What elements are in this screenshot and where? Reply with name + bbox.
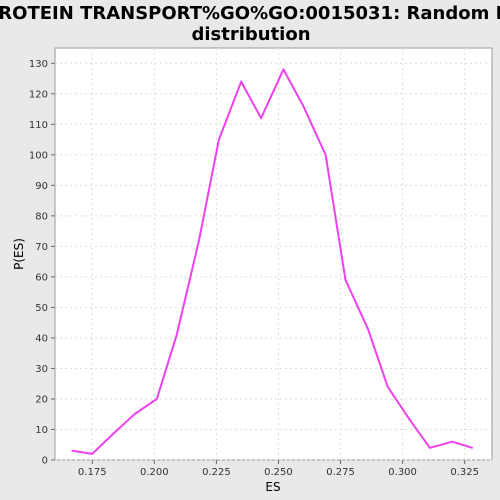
chart-title-line-2: distribution [191,24,310,45]
y-tick-label: 120 [29,89,48,100]
data-point [217,138,220,141]
data-point [133,413,136,416]
series-line [72,68,473,455]
y-tick-label: 0 [42,456,48,467]
x-tick-label: 0.250 [264,467,293,478]
y-tick-label: 70 [35,242,48,253]
x-tick-label: 0.225 [202,467,231,478]
data-point [91,452,94,455]
data-point [282,68,285,71]
chart-title-line-1: PROTEIN TRANSPORT%GO%GO:0015031: Random … [0,3,500,24]
y-tick-label: 20 [35,394,48,405]
x-axis-label: ES [265,480,280,494]
x-tick-label: 0.275 [326,467,355,478]
x-tick-label: 0.300 [388,467,417,478]
data-point [429,446,431,449]
data-point [344,279,347,281]
y-axis: 0 10 20 30 40 50 60 70 80 90 100 110 120 130 [29,59,55,467]
data-point [198,239,200,242]
x-tick-label: 0.175 [78,467,107,478]
data-point [451,440,454,443]
y-tick-label: 10 [35,425,48,436]
y-axis-label: P(ES) [12,238,26,270]
data-point [175,333,178,336]
y-tick-label: 130 [29,59,48,70]
y-tick-label: 100 [29,150,48,161]
data-point [155,398,158,400]
data-point [324,153,327,156]
y-tick-label: 60 [35,272,48,283]
x-axis: 0.175 0.200 0.225 0.250 0.275 0.300 0.325 [78,460,479,478]
data-point [302,105,305,107]
data-point [409,419,411,422]
data-point [471,446,474,449]
y-tick-label: 110 [29,120,48,131]
data-point [240,80,243,83]
data-point [386,385,389,388]
y-tick-label: 50 [35,303,48,314]
data-point [71,449,74,452]
y-tick-label: 90 [35,181,48,192]
x-tick-label: 0.200 [140,467,169,478]
x-tick-label: 0.325 [450,467,479,478]
series-layer [71,68,474,455]
plot-area [54,47,493,461]
y-tick-label: 80 [35,211,48,222]
data-point [366,327,369,330]
y-tick-label: 30 [35,364,48,375]
y-tick-label: 40 [35,333,48,344]
data-point [260,117,262,120]
data-point [113,431,116,434]
